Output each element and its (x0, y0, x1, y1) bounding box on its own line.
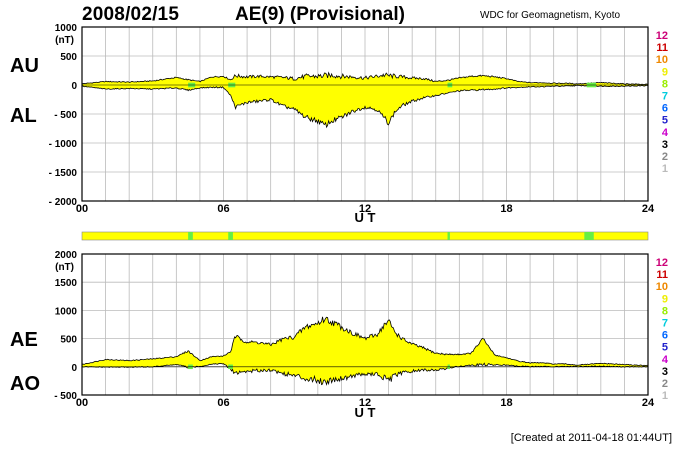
x-axis-label: U T (355, 210, 376, 225)
series-label-ao: AO (10, 373, 40, 395)
series-label-au: AU (10, 55, 39, 77)
y-unit-label: (nT) (55, 262, 74, 273)
x-tick-label: 00 (76, 203, 88, 215)
station-scale-number: 1 (662, 390, 668, 402)
station-scale-number: 4 (662, 354, 669, 366)
station-scale-number: 11 (656, 269, 668, 281)
status-bar-marker (228, 232, 233, 240)
envelope-fill-1 (82, 316, 648, 385)
station-scale-number: 9 (662, 293, 668, 305)
y-tick-label: 0 (71, 363, 77, 374)
status-bar-marker (188, 232, 193, 240)
y-unit-label: (nT) (55, 35, 74, 46)
y-tick-label: 1000 (55, 23, 78, 34)
series-label-ae: AE (10, 329, 38, 351)
y-tick-label: 2000 (55, 250, 78, 261)
series-label-al: AL (10, 105, 37, 127)
y-tick-label: - 1000 (49, 139, 78, 150)
station-scale-number: 9 (662, 66, 668, 78)
status-bar-marker (447, 232, 450, 240)
station-scale-number: 3 (662, 139, 668, 151)
x-tick-label: 06 (217, 397, 229, 409)
x-tick-label: 24 (642, 203, 655, 215)
station-scale-number: 6 (662, 103, 668, 115)
station-scale-number: 5 (662, 115, 668, 127)
station-scale-number: 3 (662, 366, 668, 378)
station-scale-number: 5 (662, 342, 668, 354)
y-tick-label: - 1500 (49, 168, 78, 179)
x-tick-label: 18 (500, 397, 512, 409)
status-bar (81, 231, 649, 241)
station-scale-number: 2 (662, 378, 668, 390)
station-scale-number: 1 (662, 163, 668, 175)
x-axis-label: U T (355, 405, 376, 420)
plot-frame-1 (81, 253, 649, 396)
date-title: 2008/02/15 (82, 4, 180, 25)
created-timestamp: [Created at 2011-04-18 01:44UT] (510, 432, 672, 444)
x-tick-label: 06 (217, 203, 229, 215)
plot-frame-0 (81, 26, 649, 202)
x-tick-label: 00 (76, 397, 88, 409)
station-scale-number: 7 (662, 318, 668, 330)
station-scale-number: 7 (662, 91, 668, 103)
station-scale-number: 11 (656, 42, 668, 54)
index-title: AE(9) (Provisional) (235, 4, 405, 25)
y-tick-label: - 2000 (49, 197, 78, 208)
y-tick-label: - 500 (54, 110, 77, 121)
station-scale-number: 12 (656, 30, 668, 42)
series-au-line (81, 71, 649, 85)
station-scale-number: 10 (656, 54, 668, 66)
y-tick-label: 1500 (55, 278, 78, 289)
series-ae-line (81, 316, 649, 367)
series-al-line (81, 84, 649, 129)
y-tick-label: 500 (60, 52, 77, 63)
x-tick-label: 18 (500, 203, 512, 215)
x-tick-label: 12 (359, 397, 371, 409)
station-scale-number: 6 (662, 330, 668, 342)
station-scale-number: 4 (662, 127, 669, 139)
y-tick-label: 1000 (55, 306, 78, 317)
x-tick-label: 24 (642, 397, 655, 409)
organization-label: WDC for Geomagnetism, Kyoto (480, 10, 621, 21)
envelope-fill-0 (82, 72, 648, 128)
station-scale-number: 10 (656, 281, 668, 293)
y-tick-label: - 500 (54, 391, 77, 402)
station-scale-number: 8 (662, 305, 668, 317)
x-tick-label: 12 (359, 203, 371, 215)
station-scale-number: 12 (656, 257, 668, 269)
station-scale-number: 2 (662, 151, 668, 163)
y-tick-label: 0 (71, 81, 77, 92)
station-scale-number: 8 (662, 78, 668, 90)
y-tick-label: 500 (60, 335, 77, 346)
status-bar-marker (584, 232, 594, 240)
